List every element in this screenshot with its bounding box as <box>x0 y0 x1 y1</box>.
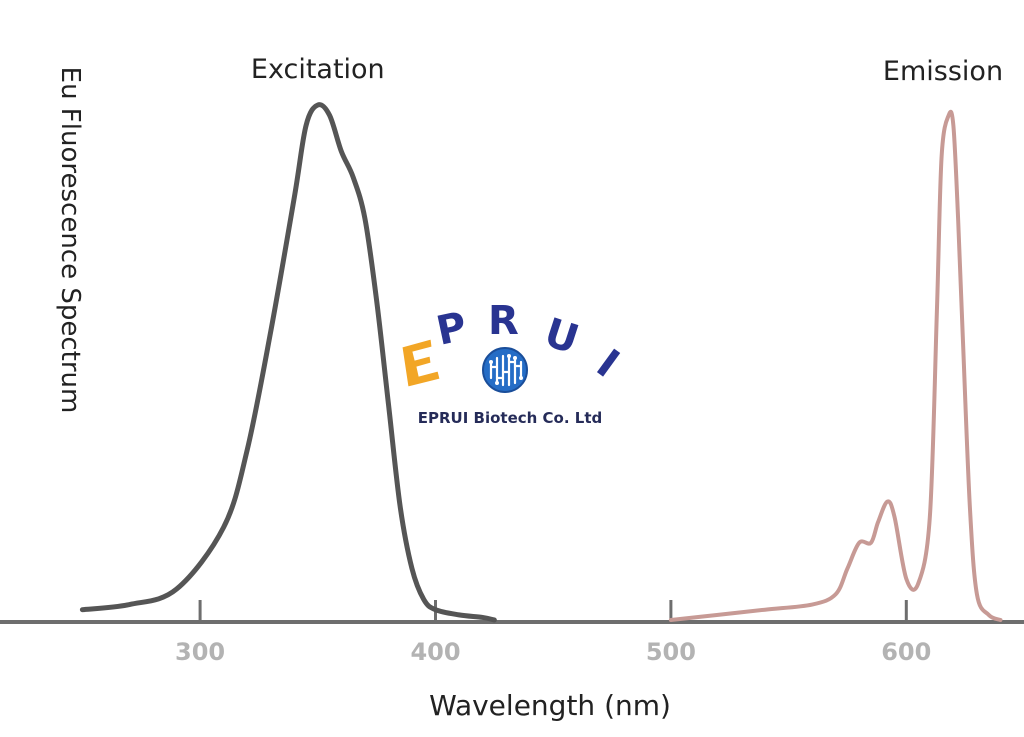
eprui-logo: P R U I <box>401 298 627 393</box>
svg-text:P: P <box>433 304 471 355</box>
x-tick-label: 300 <box>175 638 225 666</box>
series-line-excitation <box>79 102 497 623</box>
eprui-watermark: P R U I EPRUI Biotech C <box>401 298 627 427</box>
x-tick-label: 400 <box>410 638 460 666</box>
series-line-emission <box>668 109 1003 622</box>
svg-text:U: U <box>539 310 584 364</box>
y-axis-label: Eu Fluorescence Spectrum <box>55 67 85 414</box>
x-tick-label: 600 <box>881 638 931 666</box>
series-layer: Excitation Emission <box>79 54 1003 623</box>
series-label-excitation: Excitation <box>251 54 385 85</box>
svg-text:R: R <box>488 298 519 344</box>
series-label-emission: Emission <box>883 56 1003 87</box>
axes-layer: 300 400 500 600 <box>0 600 1024 666</box>
x-ticks: 300 400 500 600 <box>175 600 931 666</box>
x-axis-label: Wavelength (nm) <box>429 689 671 722</box>
watermark-company-name: EPRUI Biotech Co. Ltd <box>418 409 603 427</box>
x-tick-label: 500 <box>646 638 696 666</box>
svg-text:I: I <box>588 341 627 387</box>
